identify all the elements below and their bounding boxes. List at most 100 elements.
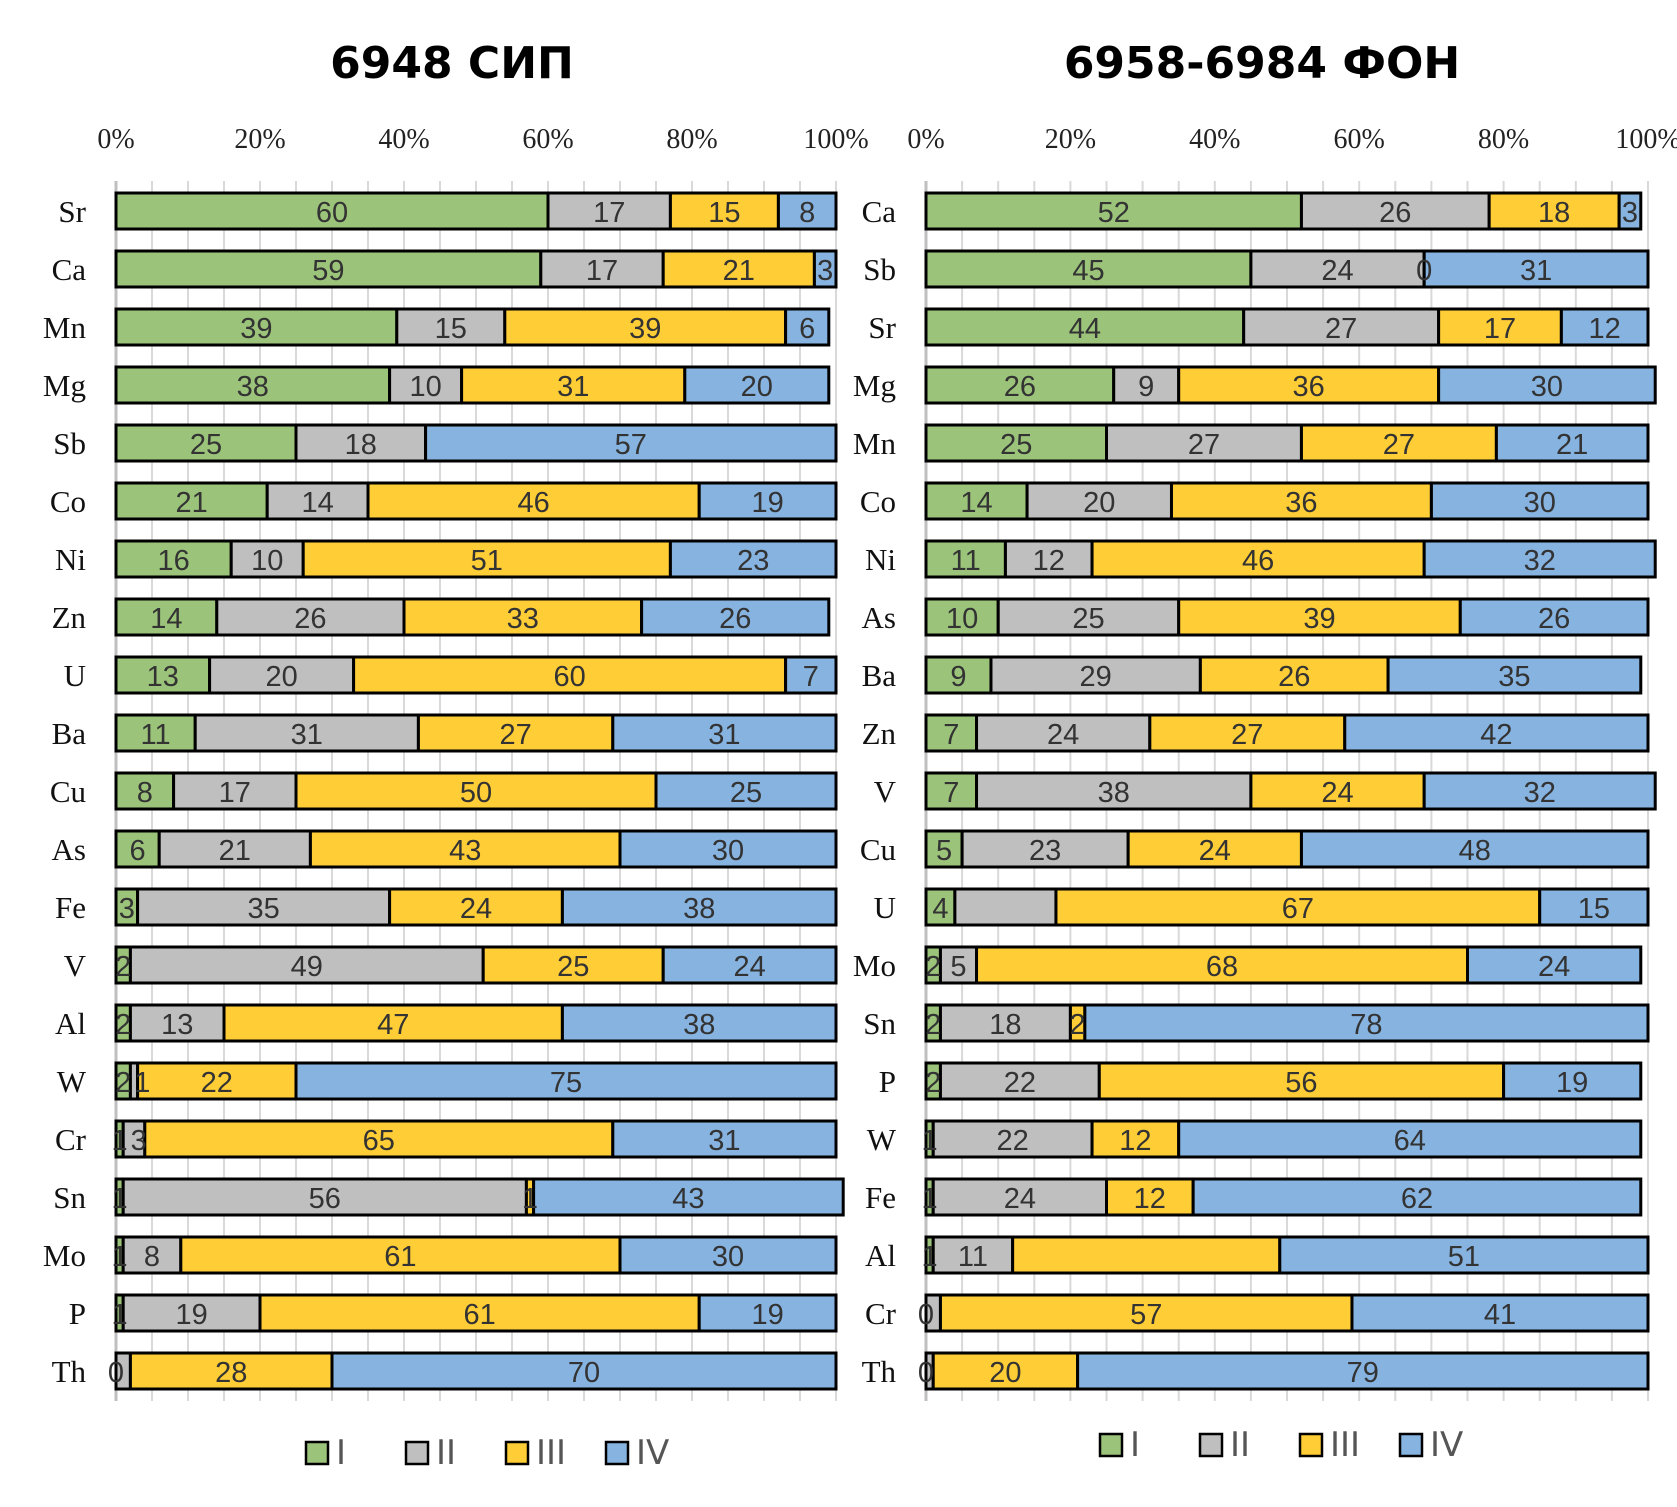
category-label: As: [52, 832, 86, 867]
bar-segment-II: [931, 1177, 1108, 1217]
data-label: 38: [237, 371, 269, 403]
bar-segment-I: [114, 481, 269, 521]
legend-label: II: [1230, 1425, 1250, 1465]
data-label: 1: [112, 1241, 128, 1273]
legend-swatch-I: [1098, 1432, 1124, 1458]
bar-segment-IV: [1502, 1061, 1643, 1101]
data-label: 31: [708, 719, 740, 751]
data-label: 27: [1231, 719, 1263, 751]
bar-segment-III: [460, 365, 687, 405]
category-label: Cr: [55, 1122, 87, 1157]
category-label: Sn: [53, 1180, 86, 1215]
legend-label: III: [536, 1433, 566, 1473]
bar-segment-IV: [1386, 655, 1643, 695]
bar-segment-II: [1112, 365, 1181, 405]
data-label: 31: [1520, 255, 1552, 287]
category-label: Mn: [43, 310, 87, 345]
bar-segment-II: [1025, 481, 1173, 521]
data-label: 35: [1498, 661, 1530, 693]
data-label: 11: [141, 719, 171, 751]
bar-segment-IV: [1458, 597, 1650, 637]
bar-segment-III: [1054, 887, 1542, 927]
category-label: Cr: [865, 1296, 897, 1331]
legend-swatch-III: [504, 1440, 530, 1466]
data-label: 3: [817, 255, 833, 287]
data-label: 39: [1303, 603, 1335, 635]
category-label: Mg: [43, 368, 86, 403]
category-label: P: [879, 1064, 896, 1099]
bar-segment-III: [143, 1119, 615, 1159]
data-label: 61: [384, 1241, 416, 1273]
data-label: 17: [593, 197, 625, 229]
data-label: 12: [1119, 1125, 1151, 1157]
bar-segment-III: [1090, 539, 1426, 579]
data-label: 13: [161, 1009, 193, 1041]
category-label: Ba: [862, 658, 897, 693]
legend-label: IV: [1430, 1425, 1463, 1465]
bar-segment-IV: [776, 191, 838, 231]
data-label: 9: [950, 661, 966, 693]
bar-segment-IV: [668, 539, 838, 579]
data-label: 25: [557, 951, 589, 983]
bar-segment-IV: [784, 307, 831, 347]
x-tick-label: 20%: [234, 124, 285, 155]
legend-swatch-II: [404, 1440, 430, 1466]
bar-segment-I: [924, 191, 1303, 231]
data-label: 44: [1069, 313, 1101, 345]
data-label: 39: [629, 313, 661, 345]
category-label: W: [867, 1122, 897, 1157]
data-label: 2: [115, 951, 131, 983]
data-label: 32: [1524, 777, 1556, 809]
category-label: V: [874, 774, 897, 809]
bar-segment-IV: [1422, 539, 1657, 579]
data-label: 14: [301, 487, 333, 519]
bar-segment-III: [1249, 771, 1426, 811]
data-label: 31: [708, 1125, 740, 1157]
data-label: 24: [1538, 951, 1570, 983]
bar-segment-I: [114, 655, 212, 695]
data-label: 19: [175, 1299, 207, 1331]
data-label: 20: [265, 661, 297, 693]
data-label: 31: [557, 371, 589, 403]
data-label: 30: [1524, 487, 1556, 519]
data-label: 29: [1080, 661, 1112, 693]
data-label: 26: [1379, 197, 1411, 229]
bar-segment-IV: [697, 1293, 838, 1333]
x-tick-label: 20%: [1045, 124, 1096, 155]
data-label: 51: [471, 545, 503, 577]
bar-segment-I: [114, 423, 298, 463]
bar-segment-IV: [654, 771, 838, 811]
data-label: 59: [312, 255, 344, 287]
bar-segment-II: [975, 771, 1253, 811]
data-label: 25: [730, 777, 762, 809]
bar-segment-III: [301, 539, 672, 579]
data-label: 22: [1004, 1067, 1036, 1099]
data-label: 26: [719, 603, 751, 635]
category-label: Al: [55, 1006, 86, 1041]
bar-segment-I: [924, 307, 1246, 347]
bar-segment-II: [121, 1235, 183, 1275]
data-label: 75: [550, 1067, 582, 1099]
data-label: 3: [119, 893, 135, 925]
data-label: 64: [1394, 1125, 1426, 1157]
category-label: Sb: [53, 426, 86, 461]
data-label: 5: [936, 835, 952, 867]
category-label: Ba: [52, 716, 87, 751]
bar-segment-III: [1169, 481, 1433, 521]
data-label: 50: [460, 777, 492, 809]
category-label: Ni: [55, 542, 86, 577]
bar-segment-I: [924, 249, 1253, 289]
data-label: 56: [309, 1183, 341, 1215]
data-label: 15: [708, 197, 740, 229]
bar-segment-II: [938, 1061, 1101, 1101]
legend-swatch-III: [1298, 1432, 1324, 1458]
bar-segment-I: [114, 307, 399, 347]
bar-segment-I: [924, 713, 979, 753]
data-label: 21: [175, 487, 207, 519]
x-tick-label: 80%: [666, 124, 717, 155]
data-label: 45: [1072, 255, 1104, 287]
bar-segment-III: [1198, 655, 1390, 695]
data-label: 20: [1083, 487, 1115, 519]
bar-segment-II: [539, 249, 665, 289]
